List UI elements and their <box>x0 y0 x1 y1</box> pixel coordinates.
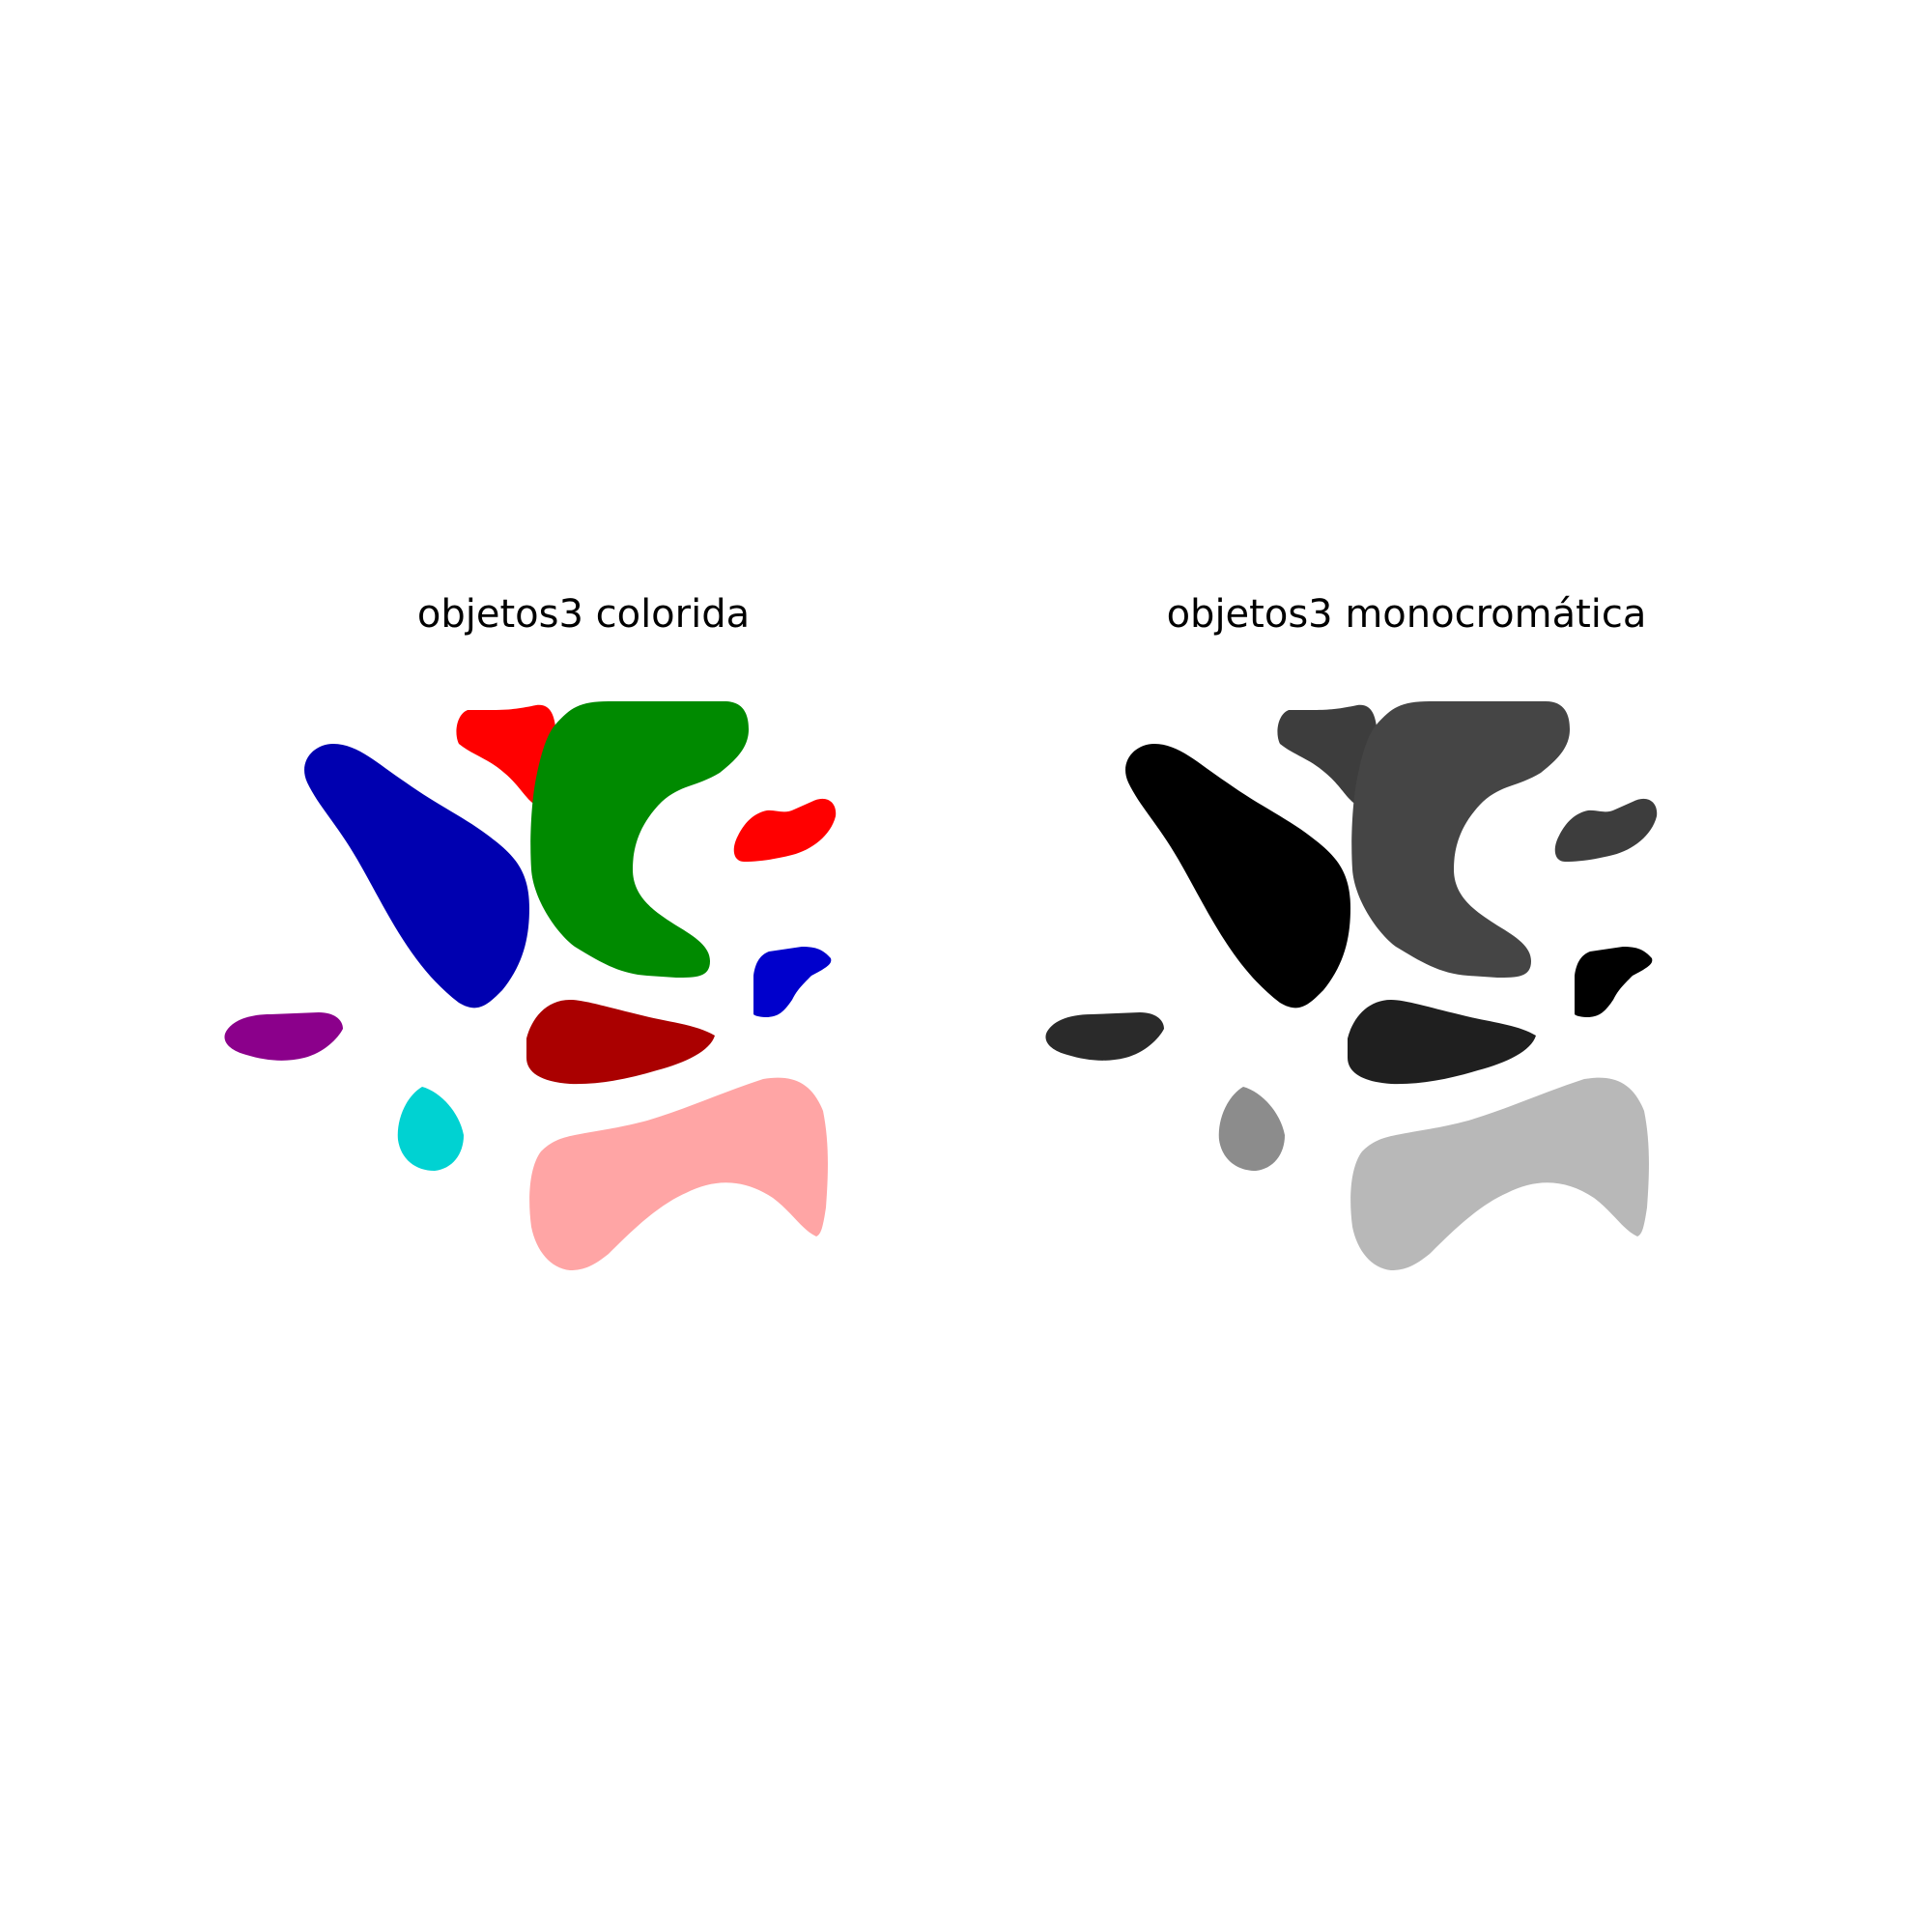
small-right-blue-blob <box>753 947 832 1017</box>
monochrome-image-panel <box>1045 701 1658 1270</box>
large-c-shaped-blob <box>1351 701 1570 978</box>
panel-title-monochrome: objetos3 monocromática <box>1166 592 1647 637</box>
large-bottom-pink-blob <box>1350 1077 1649 1270</box>
large-bottom-pink-blob <box>529 1077 828 1270</box>
small-right-red-blob <box>733 798 837 862</box>
small-cyan-drop <box>397 1087 464 1171</box>
small-top-red-blob <box>1277 704 1378 807</box>
colored-image-panel <box>224 701 837 1270</box>
large-left-blob <box>1125 744 1350 1009</box>
large-left-blob <box>304 744 529 1009</box>
center-dark-red-blob <box>526 1000 715 1085</box>
small-left-purple-blob <box>224 1012 343 1061</box>
small-right-blue-blob <box>1575 947 1653 1017</box>
small-top-red-blob <box>456 704 556 807</box>
large-c-shaped-blob <box>530 701 749 978</box>
center-dark-red-blob <box>1348 1000 1536 1085</box>
small-right-red-blob <box>1554 798 1658 862</box>
panel-title-colored: objetos3 colorida <box>416 592 751 637</box>
small-left-purple-blob <box>1045 1012 1164 1061</box>
small-cyan-drop <box>1218 1087 1285 1171</box>
